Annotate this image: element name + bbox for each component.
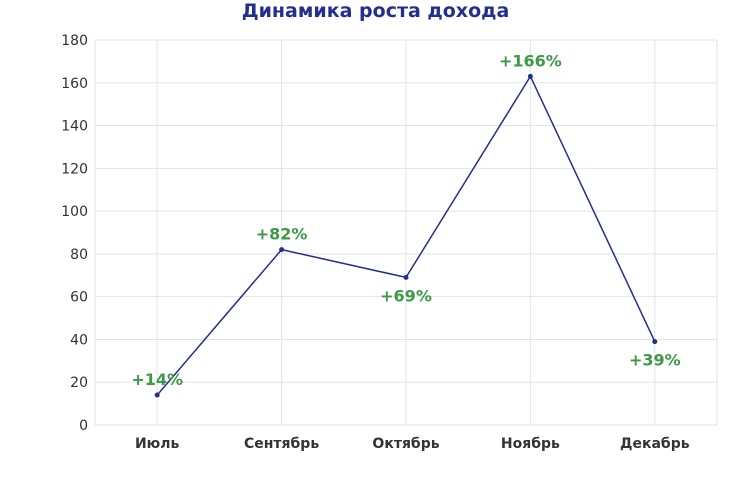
- y-tick-label: 0: [79, 418, 88, 434]
- data-label: +82%: [256, 225, 308, 244]
- data-point: [279, 247, 285, 253]
- data-point: [527, 73, 533, 79]
- y-tick-label: 20: [70, 375, 88, 391]
- x-tick-label: Ноябрь: [501, 436, 560, 452]
- x-tick-label: Сентябрь: [244, 436, 319, 452]
- y-tick-label: 100: [61, 204, 88, 220]
- y-tick-label: 80: [70, 247, 88, 263]
- y-tick-label: 60: [70, 290, 88, 306]
- y-tick-label: 180: [61, 33, 88, 49]
- data-point: [403, 274, 409, 280]
- x-tick-label: Октябрь: [372, 436, 439, 452]
- x-tick-label: Июль: [135, 436, 180, 452]
- data-label: +39%: [629, 351, 681, 370]
- chart-title: Динамика роста дохода: [241, 0, 510, 22]
- y-tick-label: 40: [70, 332, 88, 348]
- data-point: [154, 392, 160, 398]
- data-label: +166%: [499, 51, 562, 70]
- data-label: +69%: [380, 286, 432, 305]
- data-label: +14%: [131, 370, 183, 389]
- x-tick-label: Декабрь: [620, 436, 690, 452]
- y-tick-label: 160: [61, 76, 88, 92]
- y-tick-label: 120: [61, 161, 88, 177]
- y-tick-label: 140: [61, 119, 88, 135]
- data-point: [652, 339, 658, 345]
